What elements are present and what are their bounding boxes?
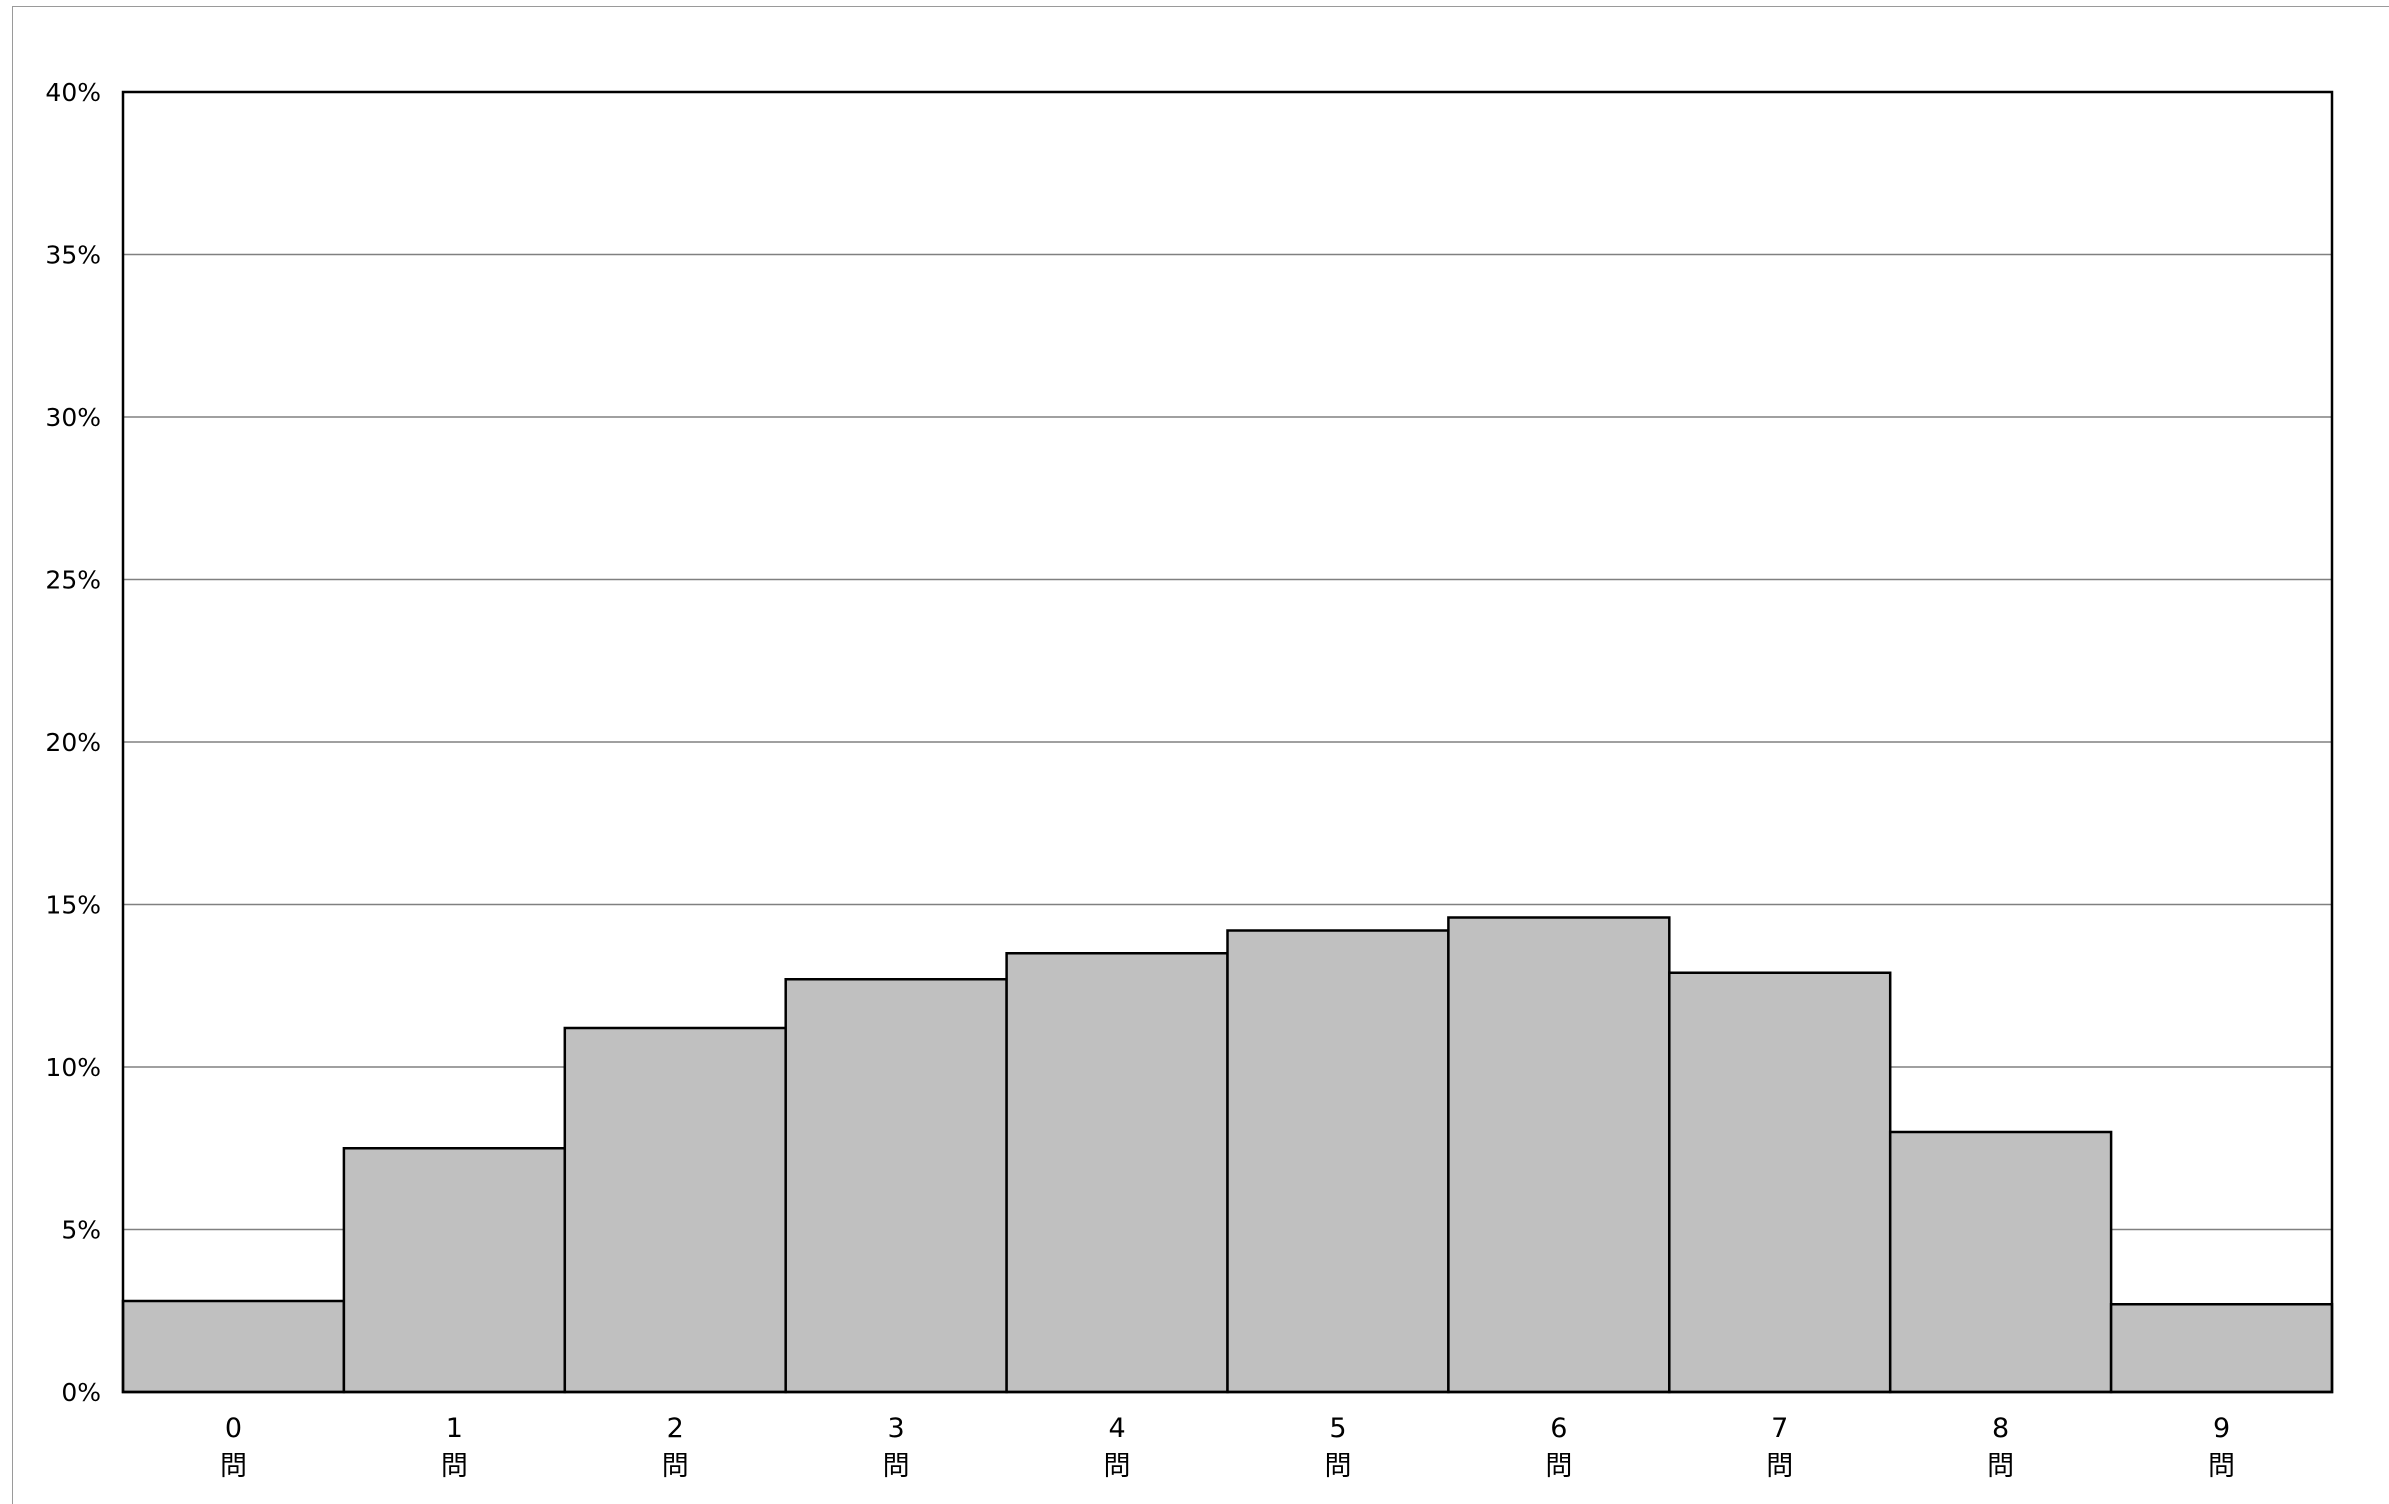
y-axis-tick-labels: 0% 5% 10% 15% 20% 25% 30% 35% 40%	[45, 78, 101, 1407]
bar-1	[342, 1147, 567, 1394]
bar-3	[784, 978, 1008, 1394]
bar-0	[121, 1299, 346, 1394]
y-tick-label: 15%	[45, 891, 101, 920]
bar-8	[1888, 1130, 2113, 1394]
bar-4	[1005, 952, 1229, 1394]
x-axis-tick-labels: 0 問 1 問 2 問 3 問 4 問 5 問 6 問 7 問 8 問 9 問	[220, 1413, 2235, 1482]
y-tick-label: 0%	[61, 1378, 101, 1407]
y-tick-label: 20%	[45, 728, 101, 757]
y-tick-label: 30%	[45, 403, 101, 432]
bar-7	[1668, 971, 1892, 1394]
bar-9	[2109, 1303, 2334, 1394]
y-tick-label: 40%	[45, 78, 101, 107]
plot-area-border	[121, 90, 2334, 1394]
y-tick-label: 35%	[45, 241, 101, 270]
y-tick-label: 5%	[61, 1216, 101, 1245]
y-tick-label: 25%	[45, 566, 101, 595]
bars	[121, 916, 2334, 1394]
y-tick-label: 10%	[45, 1053, 101, 1082]
bar-5	[1226, 929, 1450, 1394]
bar-2	[563, 1026, 787, 1394]
bar-6	[1447, 916, 1671, 1394]
chart-frame	[12, 6, 2389, 1504]
